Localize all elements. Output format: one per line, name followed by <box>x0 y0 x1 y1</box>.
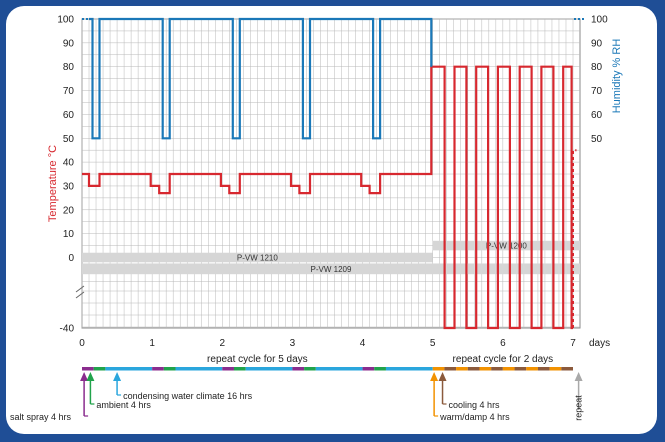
phase-label: ambient 4 hrs <box>96 400 151 410</box>
chart-frame: P-VW 1210 P-VW 1209 P-VW 1200 100 90 80 70 60 50… <box>6 6 657 434</box>
y-right-tick-label: 90 <box>591 38 603 49</box>
phase-label: warm/damp 4 hrs <box>439 412 510 422</box>
y-left-tick-label: 10 <box>63 229 75 240</box>
y-left-tick-label: 30 <box>63 181 75 192</box>
y-left-tick-label: 20 <box>63 205 75 216</box>
phase-arrow-head <box>80 372 89 381</box>
y-left-tick-label: 40 <box>63 158 75 169</box>
phase-label: salt spray 4 hrs <box>10 412 72 422</box>
x-tick-label: 1 <box>149 338 155 349</box>
y-right-tick-label: 60 <box>591 110 603 121</box>
x-tick-label: 5 <box>430 338 436 349</box>
y-left-tick-label: 0 <box>68 253 74 264</box>
timeline-segment <box>549 367 562 371</box>
x-axis-label: days <box>589 338 610 349</box>
phase-timeline: salt spray 4 hrs ambient 4 hrscondensing … <box>10 367 584 422</box>
band-label: P-VW 1210 <box>237 254 278 263</box>
cycle-label-5-days: repeat cycle for 5 days <box>207 354 308 365</box>
x-tick-label: 4 <box>360 338 366 349</box>
timeline-segment <box>444 367 457 371</box>
phase-arrow-head <box>438 372 447 381</box>
timeline-segment <box>152 367 164 371</box>
phase-marker: cooling 4 hrs <box>438 372 501 410</box>
phase-arrow-head <box>113 372 122 381</box>
phase-arrow-head <box>574 372 583 381</box>
phase-marker: salt spray 4 hrs <box>10 372 89 422</box>
timeline-segment <box>514 367 527 371</box>
y-right-tick-label: 50 <box>591 134 603 145</box>
timeline-segment <box>304 367 316 371</box>
timeline-segment <box>93 367 106 371</box>
x-tick-label: 6 <box>500 338 506 349</box>
series-lines <box>82 17 585 330</box>
timeline-segment <box>105 367 153 371</box>
timeline-segment <box>432 367 445 371</box>
cycle-label-2-days: repeat cycle for 2 days <box>453 354 554 365</box>
timeline-segment <box>526 367 538 371</box>
timeline-segment <box>467 367 480 371</box>
timeline-segment <box>292 367 305 371</box>
y-left-tick-label: 60 <box>63 110 75 121</box>
phase-arrow-head <box>86 372 95 381</box>
phase-marker: warm/damp 4 hrs <box>430 372 510 422</box>
x-tick-label: 0 <box>79 338 85 349</box>
axis-break-mark <box>75 285 85 299</box>
standard-band <box>82 252 433 263</box>
timeline-segment <box>245 367 293 371</box>
timeline-segment <box>479 367 492 371</box>
phase-arrow-head <box>430 372 439 381</box>
standard-band <box>82 263 581 275</box>
y-left-tick-label: 100 <box>57 15 74 26</box>
standard-band <box>432 240 581 251</box>
timeline-segment <box>362 367 375 371</box>
timeline-segment <box>374 367 386 371</box>
timeline-segment <box>385 367 433 371</box>
y-right-tick-label: 80 <box>591 62 603 73</box>
y-right-tick-label: 70 <box>591 86 603 97</box>
band-label: P-VW 1209 <box>311 265 352 274</box>
timeline-segment <box>222 367 234 371</box>
humidity-line <box>89 17 433 140</box>
timeline-segment <box>537 367 550 371</box>
y-left-tick-label: 50 <box>63 134 75 145</box>
phase-label: cooling 4 hrs <box>449 400 501 410</box>
phase-marker: repeat <box>574 372 584 421</box>
y-left-tick-label: 80 <box>63 62 75 73</box>
y-left-tick-label: 70 <box>63 86 75 97</box>
timeline-segment <box>491 367 503 371</box>
phase-label: repeat <box>574 395 584 421</box>
timeline-segment <box>502 367 515 371</box>
phase-marker: condensing water climate 16 hrs <box>113 372 253 401</box>
temperature-line <box>82 65 573 330</box>
timeline-segment <box>315 367 363 371</box>
timeline-segment <box>82 367 94 371</box>
timeline-segment <box>175 367 223 371</box>
temperature-repeat-line <box>572 149 577 328</box>
phase-label: condensing water climate 16 hrs <box>123 391 253 401</box>
x-tick-label: 2 <box>220 338 226 349</box>
x-tick-label: 3 <box>290 338 296 349</box>
timeline-segment <box>233 367 246 371</box>
y-left-axis-title: Temperature °C <box>47 145 59 222</box>
timeline-segment <box>163 367 176 371</box>
band-label: P-VW 1200 <box>486 242 527 251</box>
y-left-tick-label: -40 <box>60 324 75 335</box>
timeline-segment <box>561 367 573 371</box>
phase-marker: ambient 4 hrs <box>86 372 151 410</box>
x-tick-label: 7 <box>570 338 576 349</box>
y-left-tick-label: 90 <box>63 38 75 49</box>
y-right-axis-title: Humidity % RH <box>611 39 623 114</box>
timeline-segment <box>456 367 468 371</box>
y-right-tick-label: 100 <box>591 15 608 26</box>
